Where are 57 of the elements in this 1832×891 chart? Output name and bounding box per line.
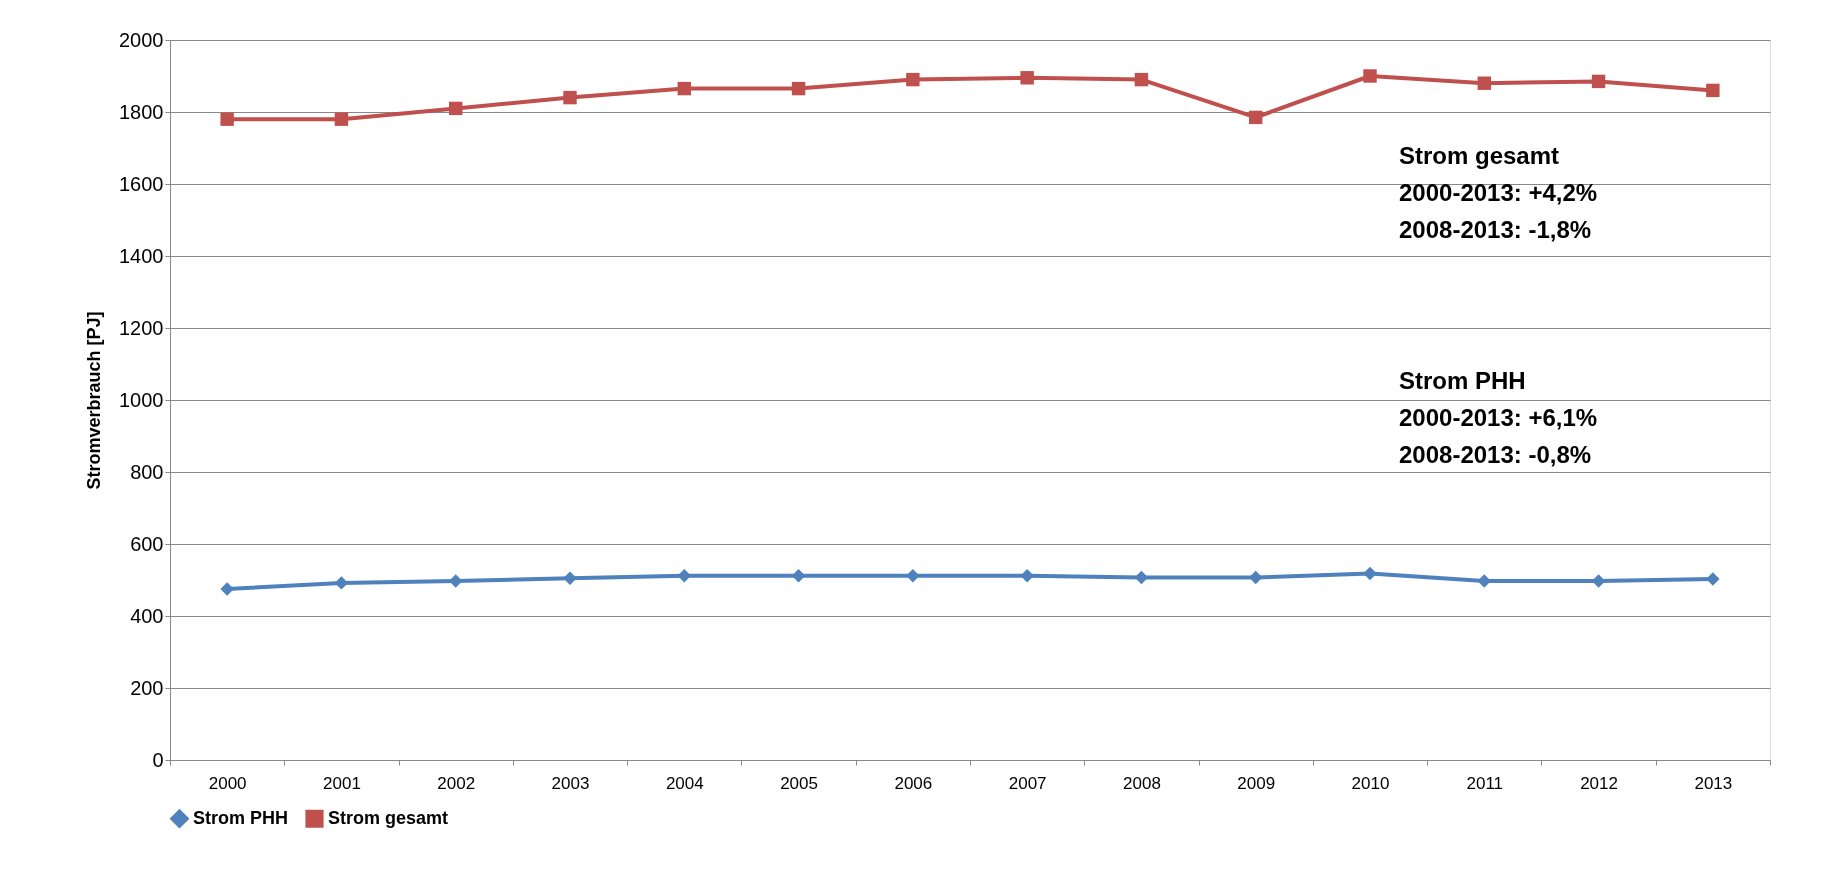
y-tick-label: 800 (130, 460, 164, 483)
legend-label: Strom gesamt (328, 807, 449, 828)
point (449, 574, 463, 588)
legend-label: Strom PHH (193, 807, 289, 828)
point (1477, 76, 1491, 90)
y-axis-title: Stromverbrauch [PJ] (84, 311, 105, 490)
point (791, 568, 806, 583)
point (906, 72, 920, 87)
point (1249, 110, 1263, 125)
point (220, 582, 234, 596)
x-tick-label: 2004 (665, 773, 704, 793)
y-tick-label: 1400 (119, 244, 164, 267)
point (677, 568, 691, 583)
point (1363, 566, 1377, 581)
y-tick-label: 2000 (119, 28, 164, 51)
x-tick-label: 2000 (208, 773, 247, 793)
point (906, 568, 920, 583)
point (563, 571, 577, 585)
point (1706, 572, 1720, 586)
x-tick-label: 2006 (894, 773, 933, 793)
point (449, 101, 463, 116)
x-tick-label: 2012 (1580, 773, 1618, 793)
y-tick-label: 1000 (119, 388, 164, 411)
x-tick-label: 2005 (780, 773, 818, 793)
x-tick-label: 2013 (1694, 773, 1733, 793)
point (677, 81, 691, 96)
point (1706, 83, 1720, 98)
x-tick-label: 2002 (437, 773, 476, 793)
y-tick-label: 200 (130, 676, 164, 699)
annotation: Strom gesamt 2000-2013: +4,2% 2008-2013: -1,8% (1399, 142, 1598, 243)
point (220, 112, 234, 126)
x-tick-label: 2007 (1008, 773, 1047, 793)
point (1134, 72, 1149, 87)
y-tick-label: 0 (152, 748, 164, 771)
point (1363, 69, 1377, 83)
x-tick-label: 2009 (1237, 773, 1276, 793)
point (1020, 71, 1034, 85)
point (791, 81, 806, 96)
point (1020, 568, 1034, 583)
x-tick-label: 2008 (1123, 773, 1161, 793)
point (334, 112, 349, 126)
y-tick-label: 1800 (119, 100, 164, 123)
y-tick-label: 400 (130, 604, 164, 627)
point (1249, 570, 1263, 585)
point (334, 576, 349, 590)
x-tick-label: 2010 (1351, 773, 1390, 793)
x-tick-label: 2003 (551, 773, 590, 793)
y-tick-label: 600 (130, 532, 164, 555)
y-tick-label: 1600 (119, 172, 164, 195)
x-tick-label: 2001 (323, 773, 361, 793)
annotation: Strom PHH 2000-2013: +6,1% 2008-2013: -0,8% (1399, 367, 1598, 468)
point (563, 90, 577, 105)
x-tick-label: 2011 (1466, 773, 1504, 793)
point (1134, 570, 1149, 585)
y-tick-label: 1200 (119, 316, 164, 339)
point (1591, 74, 1606, 89)
point (1477, 574, 1491, 588)
